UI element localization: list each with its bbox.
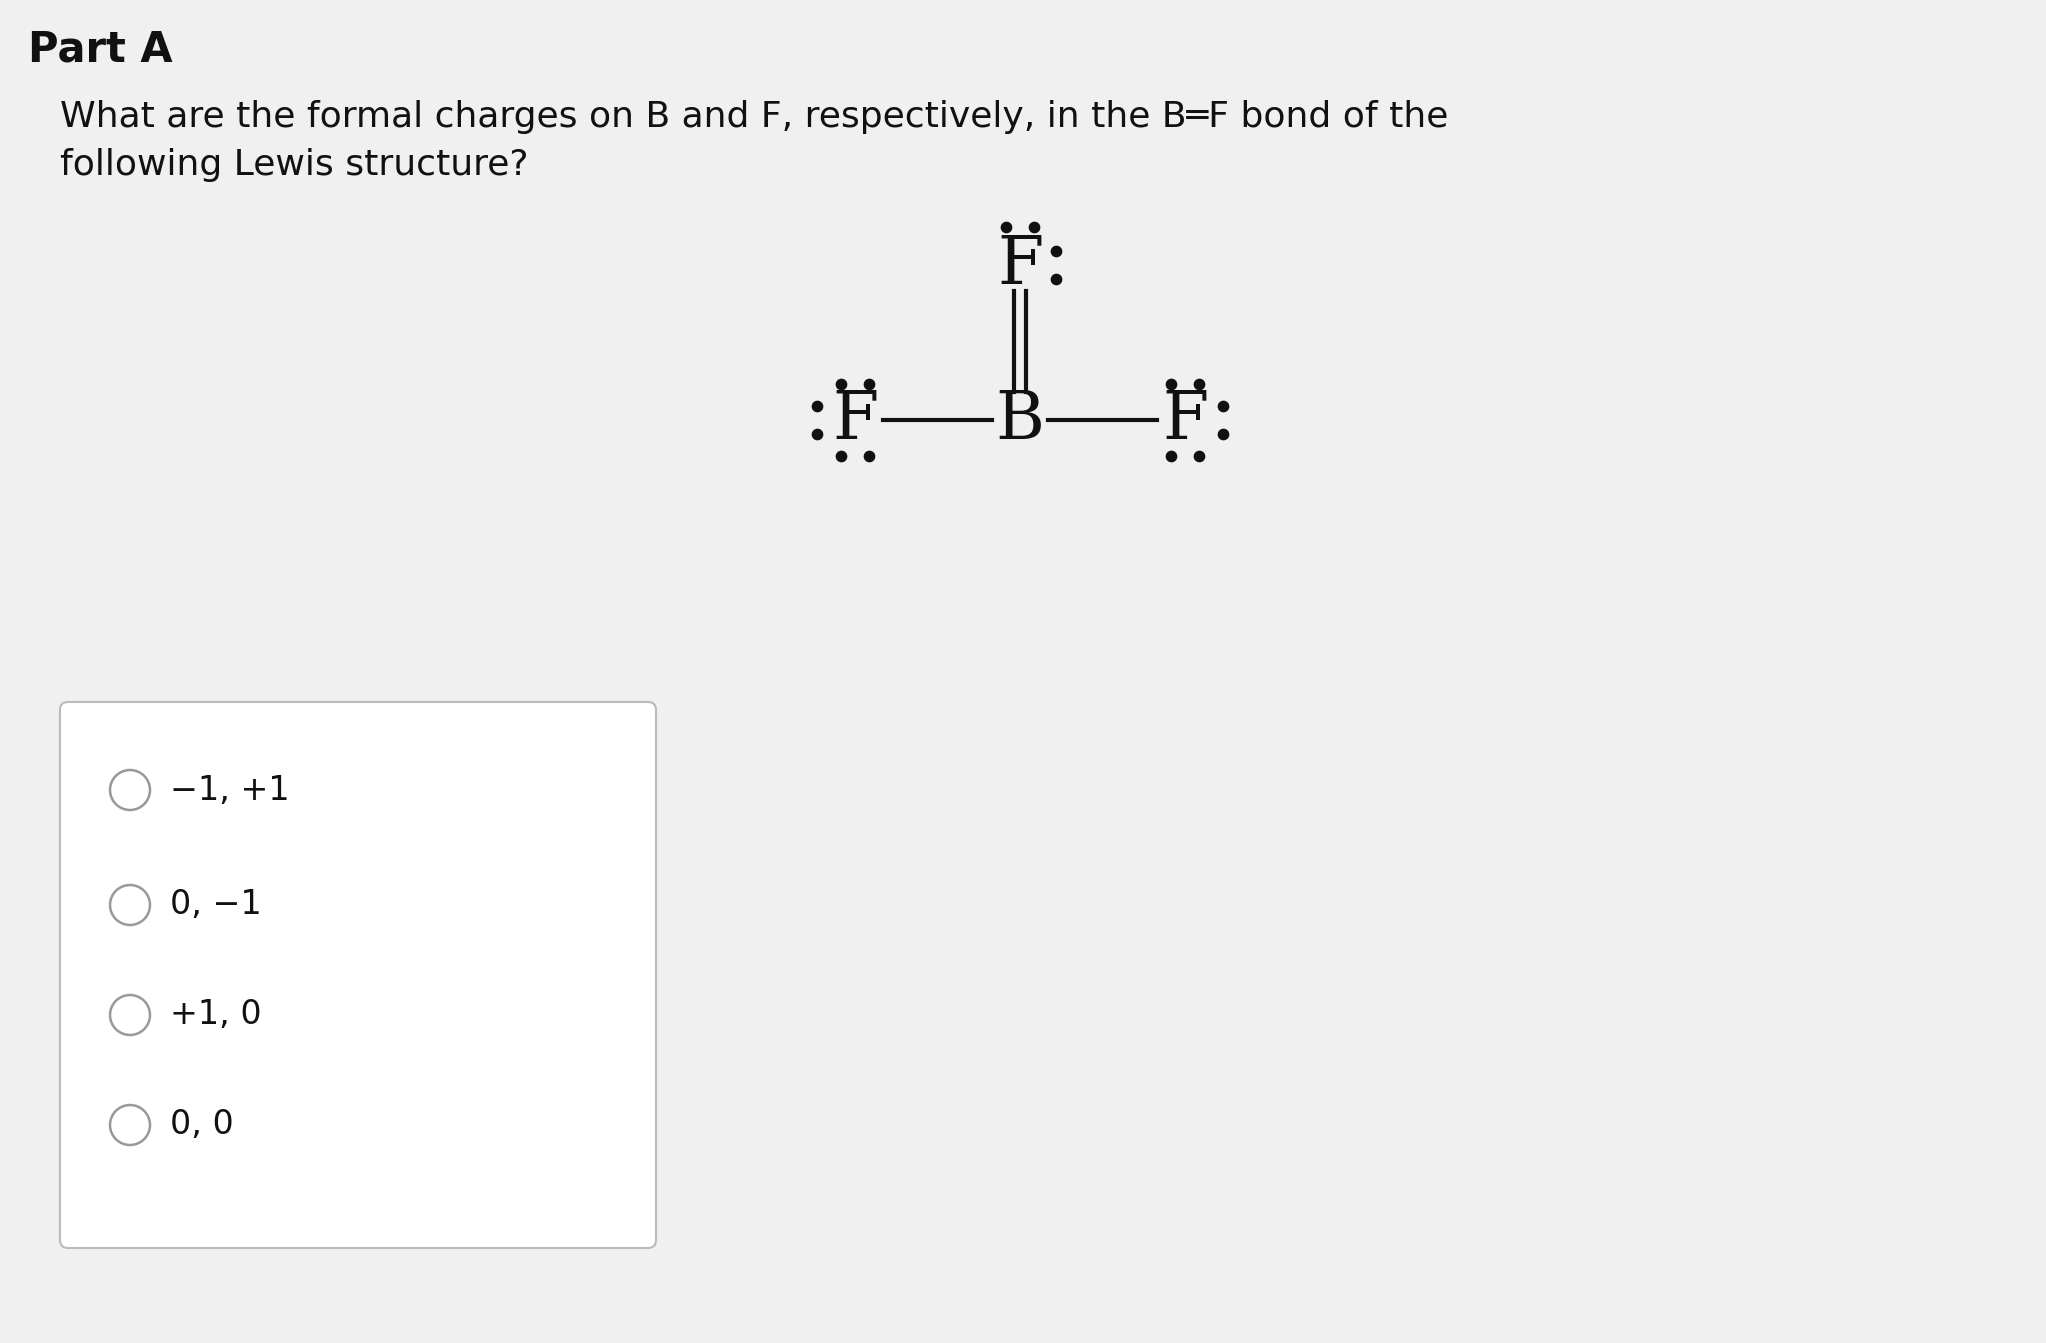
Text: F: F [996, 232, 1043, 298]
Text: What are the formal charges on B and F, respectively, in the B═F bond of the: What are the formal charges on B and F, … [59, 99, 1449, 134]
Point [1039, 240, 1072, 262]
Text: F: F [833, 387, 878, 453]
FancyBboxPatch shape [59, 702, 657, 1248]
Text: 0, −1: 0, −1 [170, 889, 262, 921]
Point [1154, 373, 1187, 395]
Point [800, 423, 833, 445]
Point [853, 373, 886, 395]
Text: 0, 0: 0, 0 [170, 1108, 233, 1142]
Text: +1, 0: +1, 0 [170, 998, 262, 1031]
Point [1154, 446, 1187, 467]
Text: −1, +1: −1, +1 [170, 774, 291, 807]
Text: following Lewis structure?: following Lewis structure? [59, 148, 528, 183]
Text: F: F [1162, 387, 1207, 453]
Text: Part A: Part A [29, 28, 172, 70]
Point [1207, 423, 1240, 445]
Point [825, 373, 857, 395]
Point [800, 395, 833, 416]
Point [1207, 395, 1240, 416]
Point [1017, 216, 1050, 238]
Point [825, 446, 857, 467]
Point [1039, 269, 1072, 290]
Text: B: B [996, 387, 1046, 453]
Point [1183, 446, 1215, 467]
Point [853, 446, 886, 467]
Point [1183, 373, 1215, 395]
Point [990, 216, 1023, 238]
